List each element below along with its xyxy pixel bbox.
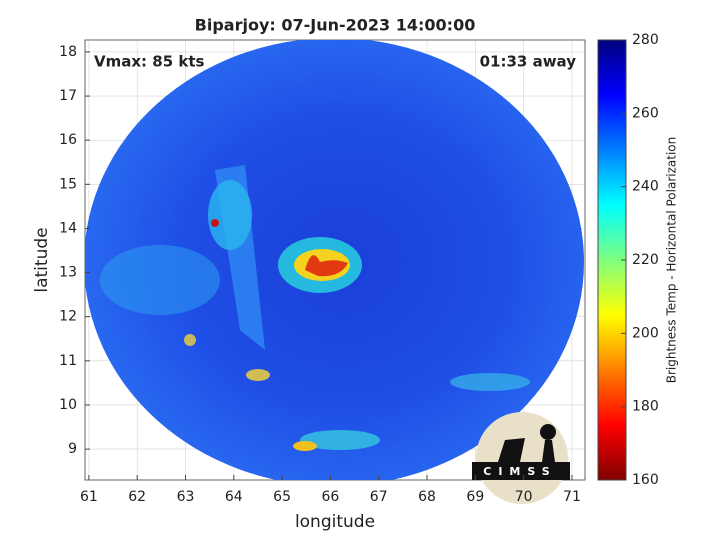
feature: [100, 245, 220, 315]
x-axis-label: longitude: [295, 512, 375, 532]
x-tick-label: 69: [466, 489, 484, 505]
feature: [211, 219, 219, 227]
chart-title: Biparjoy: 07-Jun-2023 14:00:00: [195, 16, 476, 35]
feature: [300, 430, 380, 450]
y-tick-label: 14: [59, 220, 77, 236]
y-tick-label: 18: [59, 44, 77, 60]
x-tick-label: 67: [370, 489, 388, 505]
y-tick-label: 15: [59, 176, 77, 192]
annotation: 01:33 away: [480, 53, 577, 71]
annotation: Vmax: 85 kts: [94, 53, 204, 71]
colorbar-tick-label: 240: [632, 179, 659, 195]
x-tick-label: 64: [225, 489, 243, 505]
colorbar-tick-label: 160: [632, 472, 659, 488]
x-tick-label: 63: [177, 489, 195, 505]
colorbar-label: Brightness Temp - Horizontal Polarizatio…: [665, 137, 679, 384]
logo-tower: [540, 424, 556, 440]
y-tick-label: 16: [59, 132, 77, 148]
logo-icons: [498, 438, 555, 462]
logo-band: [472, 462, 570, 480]
feature: [208, 180, 252, 250]
colorbar-tick-label: 200: [632, 325, 659, 341]
y-tick-label: 9: [68, 441, 77, 457]
x-tick-label: 65: [273, 489, 291, 505]
logo-text: CIMSS: [483, 465, 556, 478]
eyewall: [305, 255, 348, 277]
feature: [246, 369, 270, 381]
x-tick-label: 71: [563, 489, 581, 505]
image: [85, 40, 584, 480]
x-tick-label: 70: [515, 489, 533, 505]
x-tick-label: 61: [80, 489, 98, 505]
colorbar-tick-label: 280: [632, 32, 659, 48]
y-tick-label: 13: [59, 265, 77, 281]
logo: CIMSS: [472, 412, 570, 504]
feature: [293, 441, 317, 451]
x-tick-label: 62: [128, 489, 146, 505]
y-tick-label: 11: [59, 353, 77, 369]
feature: [450, 373, 530, 391]
feature: [184, 334, 196, 346]
x-tick-label: 68: [418, 489, 436, 505]
colorbar-tick-label: 260: [632, 105, 659, 121]
colorbar-tick-label: 180: [632, 399, 659, 415]
y-tick-label: 17: [59, 88, 77, 104]
x-tick-label: 66: [321, 489, 339, 505]
y-tick-label: 12: [59, 309, 77, 325]
colorbar-tick-label: 220: [632, 252, 659, 268]
y-tick-label: 10: [59, 397, 77, 413]
y-axis-label: latitude: [32, 227, 52, 292]
